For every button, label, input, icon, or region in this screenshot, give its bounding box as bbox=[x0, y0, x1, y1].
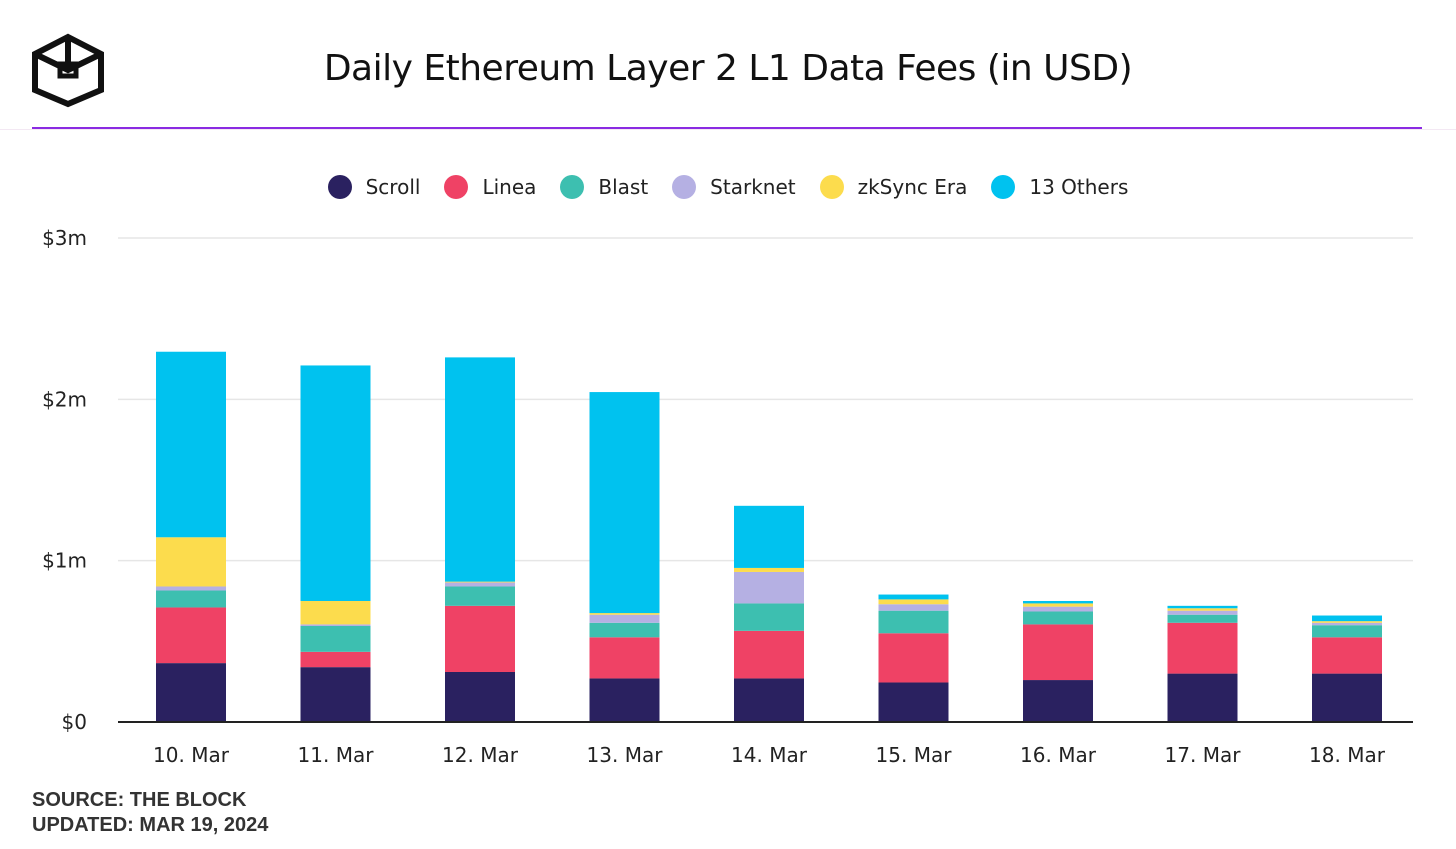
bar-segment-scroll bbox=[1023, 680, 1093, 722]
updated-label: UPDATED: MAR 19, 2024 bbox=[32, 814, 269, 836]
bar-segment-13-others bbox=[878, 594, 949, 600]
legend-item-linea: Linea bbox=[444, 175, 536, 199]
bar-segment-13-others bbox=[589, 392, 660, 614]
bar-segment-zksync-era bbox=[1167, 608, 1238, 611]
the-block-logo bbox=[32, 33, 104, 108]
legend-item-starknet: Starknet bbox=[672, 175, 796, 199]
bar-segment-blast bbox=[1167, 614, 1238, 623]
x-tick-label: 16. Mar bbox=[1020, 743, 1097, 767]
legend-label: Blast bbox=[598, 175, 649, 199]
bar-segment-blast bbox=[300, 626, 371, 652]
bar-segment-13-others bbox=[156, 351, 226, 538]
bar-segment-13-others bbox=[445, 357, 515, 582]
bar-segment-linea bbox=[589, 637, 660, 679]
legend-item-13-others: 13 Others bbox=[991, 175, 1128, 199]
bar-segment-linea bbox=[1167, 622, 1238, 674]
legend-swatch bbox=[560, 175, 585, 199]
bar-segment-13-others bbox=[1167, 605, 1238, 609]
bar-segment-starknet bbox=[1312, 622, 1382, 626]
bar-segment-starknet bbox=[1023, 606, 1093, 612]
footer: SOURCE: THE BLOCK UPDATED: MAR 19, 2024 bbox=[32, 788, 268, 838]
bar-segment-linea bbox=[734, 630, 804, 679]
bar-segment-scroll bbox=[445, 671, 515, 722]
bar-segment-linea bbox=[445, 605, 515, 672]
bar-segment-scroll bbox=[1312, 673, 1382, 722]
bar-segment-starknet bbox=[300, 624, 371, 627]
x-tick-label: 14. Mar bbox=[731, 743, 808, 767]
y-tick-label: $3m bbox=[42, 226, 87, 250]
bar-segment-starknet bbox=[1167, 610, 1238, 615]
bar-segment-scroll bbox=[156, 663, 226, 722]
legend-swatch bbox=[444, 175, 469, 199]
legend-swatch bbox=[327, 175, 352, 199]
bar-segment-zksync-era bbox=[734, 567, 804, 572]
bar-segment-13-others bbox=[1312, 615, 1382, 622]
legend-swatch bbox=[819, 175, 844, 199]
bar-segment-zksync-era bbox=[445, 581, 515, 583]
legend-swatch bbox=[991, 175, 1016, 199]
chart-legend: Scroll Linea Blast Starknet zkSync Era 13 Oth… bbox=[0, 172, 1456, 202]
bar-segment-13-others bbox=[300, 365, 371, 601]
legend-item-scroll: Scroll bbox=[327, 175, 421, 199]
bar-segment-starknet bbox=[589, 614, 660, 623]
chart-title: Daily Ethereum Layer 2 L1 Data Fees (in … bbox=[323, 48, 1133, 89]
bar-segment-zksync-era bbox=[878, 599, 949, 605]
bar-segment-scroll bbox=[734, 678, 804, 722]
y-tick-label: $1m bbox=[42, 549, 87, 573]
legend-label: zkSync Era bbox=[857, 175, 968, 199]
bar-segment-blast bbox=[878, 610, 949, 634]
bar-segment-blast bbox=[589, 622, 660, 638]
bar-segment-scroll bbox=[1167, 673, 1238, 722]
bar-segment-zksync-era bbox=[1312, 621, 1382, 623]
bar-segment-linea bbox=[1312, 637, 1382, 674]
bar-segment-13-others bbox=[1023, 601, 1093, 604]
source-label: SOURCE: THE BLOCK bbox=[32, 789, 247, 811]
bar-segment-zksync-era bbox=[156, 537, 226, 587]
bar-segment-zksync-era bbox=[589, 613, 660, 615]
bar-segment-starknet bbox=[734, 571, 804, 604]
legend-swatch bbox=[672, 175, 697, 199]
x-tick-label: 18. Mar bbox=[1309, 743, 1386, 767]
bar-segment-13-others bbox=[734, 505, 804, 568]
bar-segment-linea bbox=[300, 651, 371, 668]
bar-segment-linea bbox=[156, 607, 226, 664]
bar-segment-zksync-era bbox=[300, 601, 371, 625]
bar-segment-blast bbox=[445, 586, 515, 606]
bar-segment-scroll bbox=[878, 682, 949, 722]
legend-label: Starknet bbox=[710, 175, 796, 199]
y-tick-label: $2m bbox=[42, 387, 87, 411]
legend-label: 13 Others bbox=[1029, 175, 1129, 199]
title-divider-shadow bbox=[0, 129, 1456, 130]
x-tick-label: 12. Mar bbox=[442, 743, 519, 767]
legend-item-blast: Blast bbox=[560, 175, 648, 199]
x-tick-label: 10. Mar bbox=[153, 743, 230, 767]
legend-label: Linea bbox=[482, 175, 537, 199]
bar-segment-starknet bbox=[878, 604, 949, 611]
legend-item-zksync-era: zkSync Era bbox=[819, 175, 968, 199]
legend-label: Scroll bbox=[365, 175, 421, 199]
title-divider bbox=[32, 127, 1422, 129]
x-tick-label: 13. Mar bbox=[587, 743, 664, 767]
bar-segment-linea bbox=[878, 633, 949, 683]
bar-segment-blast bbox=[1023, 611, 1093, 625]
bar-segment-scroll bbox=[589, 678, 660, 722]
bar-segment-blast bbox=[1312, 625, 1382, 638]
bar-segment-linea bbox=[1023, 624, 1093, 681]
x-tick-label: 11. Mar bbox=[298, 743, 375, 767]
x-tick-label: 15. Mar bbox=[876, 743, 953, 767]
bar-segment-blast bbox=[156, 590, 226, 608]
bar-segment-blast bbox=[734, 603, 804, 631]
x-tick-label: 17. Mar bbox=[1165, 743, 1242, 767]
bar-segment-starknet bbox=[156, 586, 226, 591]
bar-segment-starknet bbox=[445, 582, 515, 587]
bar-segment-scroll bbox=[300, 667, 371, 722]
bar-segment-zksync-era bbox=[1023, 603, 1093, 607]
y-tick-label: $0 bbox=[62, 710, 87, 734]
